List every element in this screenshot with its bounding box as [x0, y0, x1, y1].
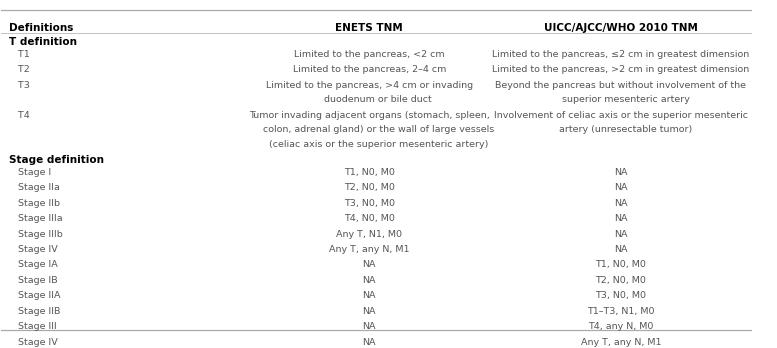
Text: NA: NA	[363, 276, 376, 285]
Text: Beyond the pancreas but without involvement of the: Beyond the pancreas but without involvem…	[496, 81, 747, 90]
Text: Any T, N1, M0: Any T, N1, M0	[336, 230, 402, 239]
Text: Limited to the pancreas, >4 cm or invading: Limited to the pancreas, >4 cm or invadi…	[266, 81, 473, 90]
Text: T1–T3, N1, M0: T1–T3, N1, M0	[587, 307, 655, 316]
Text: Tumor invading adjacent organs (stomach, spleen,: Tumor invading adjacent organs (stomach,…	[249, 111, 490, 120]
Text: Limited to the pancreas, >2 cm in greatest dimension: Limited to the pancreas, >2 cm in greate…	[493, 65, 750, 74]
Text: Definitions: Definitions	[9, 23, 73, 33]
Text: Stage IIb: Stage IIb	[9, 199, 60, 208]
Text: T definition: T definition	[9, 37, 77, 47]
Text: NA: NA	[614, 245, 628, 254]
Text: Involvement of celiac axis or the superior mesenteric: Involvement of celiac axis or the superi…	[494, 111, 748, 120]
Text: T4, N0, M0: T4, N0, M0	[344, 214, 395, 223]
Text: Stage III: Stage III	[9, 322, 57, 331]
Text: T2, N0, M0: T2, N0, M0	[344, 183, 395, 192]
Text: T3: T3	[9, 81, 30, 90]
Text: NA: NA	[363, 338, 376, 347]
Text: Any T, any N, M1: Any T, any N, M1	[329, 245, 409, 254]
Text: (celiac axis or the superior mesenteric artery): (celiac axis or the superior mesenteric …	[251, 140, 488, 149]
Text: Limited to the pancreas, <2 cm: Limited to the pancreas, <2 cm	[294, 50, 444, 59]
Text: artery (unresectable tumor): artery (unresectable tumor)	[550, 125, 692, 134]
Text: Stage IIIb: Stage IIIb	[9, 230, 63, 239]
Text: NA: NA	[614, 214, 628, 223]
Text: Stage definition: Stage definition	[9, 155, 104, 165]
Text: UICC/AJCC/WHO 2010 TNM: UICC/AJCC/WHO 2010 TNM	[544, 23, 698, 33]
Text: T4, any N, M0: T4, any N, M0	[588, 322, 653, 331]
Text: NA: NA	[614, 199, 628, 208]
Text: Stage IIa: Stage IIa	[9, 183, 60, 192]
Text: T2: T2	[9, 65, 30, 74]
Text: Stage I: Stage I	[9, 168, 51, 177]
Text: NA: NA	[614, 230, 628, 239]
Text: T1, N0, M0: T1, N0, M0	[595, 261, 646, 269]
Text: Stage IV: Stage IV	[9, 245, 57, 254]
Text: T1, N0, M0: T1, N0, M0	[344, 168, 395, 177]
Text: colon, adrenal gland) or the wall of large vessels: colon, adrenal gland) or the wall of lar…	[245, 125, 494, 134]
Text: Limited to the pancreas, 2–4 cm: Limited to the pancreas, 2–4 cm	[293, 65, 446, 74]
Text: Stage IIIa: Stage IIIa	[9, 214, 62, 223]
Text: Limited to the pancreas, ≤2 cm in greatest dimension: Limited to the pancreas, ≤2 cm in greate…	[493, 50, 750, 59]
Text: ENETS TNM: ENETS TNM	[336, 23, 403, 33]
Text: Stage IB: Stage IB	[9, 276, 57, 285]
Text: NA: NA	[363, 261, 376, 269]
Text: Stage IIB: Stage IIB	[9, 307, 61, 316]
Text: Stage IV: Stage IV	[9, 338, 57, 347]
Text: NA: NA	[363, 307, 376, 316]
Text: NA: NA	[363, 291, 376, 300]
Text: T3, N0, M0: T3, N0, M0	[344, 199, 395, 208]
Text: T2, N0, M0: T2, N0, M0	[595, 276, 646, 285]
Text: T4: T4	[9, 111, 30, 120]
Text: T1: T1	[9, 50, 30, 59]
Text: superior mesenteric artery: superior mesenteric artery	[552, 95, 689, 104]
Text: NA: NA	[614, 168, 628, 177]
Text: Stage IIA: Stage IIA	[9, 291, 61, 300]
Text: Stage IA: Stage IA	[9, 261, 57, 269]
Text: duodenum or bile duct: duodenum or bile duct	[306, 95, 432, 104]
Text: NA: NA	[363, 322, 376, 331]
Text: NA: NA	[614, 183, 628, 192]
Text: Any T, any N, M1: Any T, any N, M1	[580, 338, 661, 347]
Text: T3, N0, M0: T3, N0, M0	[595, 291, 646, 300]
